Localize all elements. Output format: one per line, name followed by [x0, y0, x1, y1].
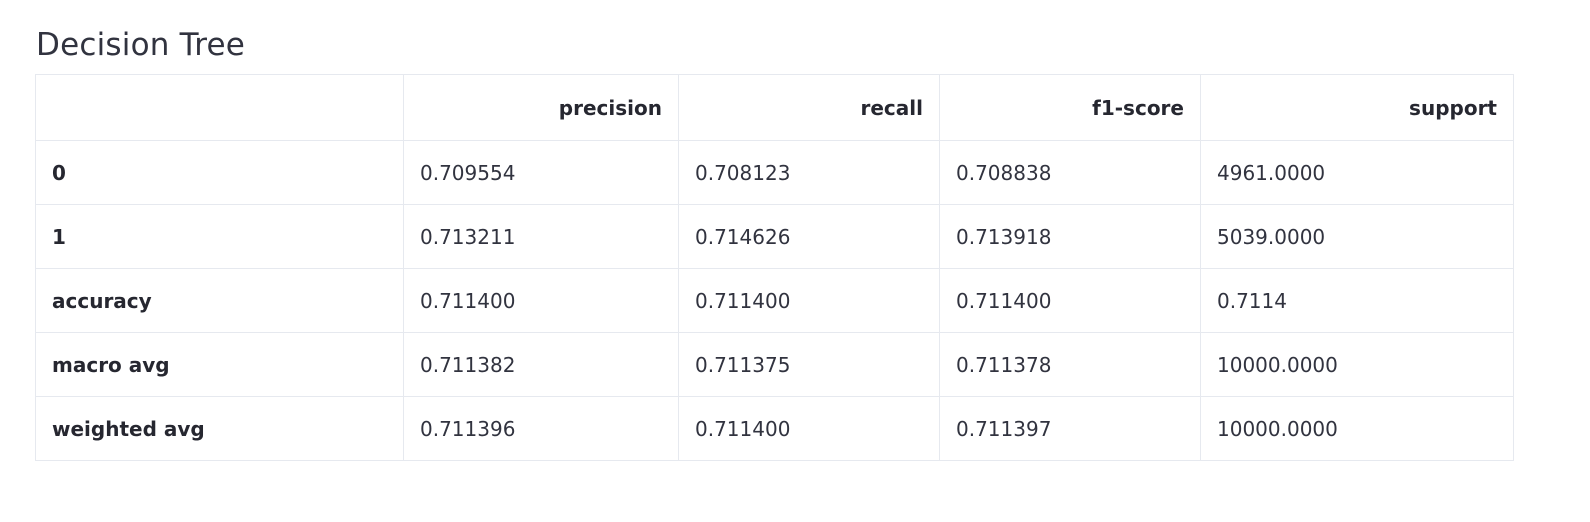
support-cell: 10000.0000 — [1200, 332, 1514, 397]
row-label: weighted avg — [35, 396, 404, 461]
recall-cell: 0.711400 — [678, 268, 940, 333]
support-cell: 10000.0000 — [1200, 396, 1514, 461]
precision-cell: 0.713211 — [403, 204, 679, 269]
precision-cell: 0.711396 — [403, 396, 679, 461]
table-row: 0 0.709554 0.708123 0.708838 4961.0000 — [35, 140, 1514, 205]
f1-score-cell: 0.708838 — [939, 140, 1201, 205]
row-label: 1 — [35, 204, 404, 269]
support-cell: 4961.0000 — [1200, 140, 1514, 205]
table-header: precision recall f1-score support — [35, 74, 1514, 141]
column-header-recall: recall — [678, 74, 940, 141]
precision-cell: 0.711382 — [403, 332, 679, 397]
table-row: weighted avg 0.711396 0.711400 0.711397 … — [35, 396, 1514, 461]
column-header-f1-score: f1-score — [939, 74, 1201, 141]
index-header-cell — [35, 74, 404, 141]
f1-score-cell: 0.711397 — [939, 396, 1201, 461]
row-label: accuracy — [35, 268, 404, 333]
precision-cell: 0.709554 — [403, 140, 679, 205]
recall-cell: 0.708123 — [678, 140, 940, 205]
page-title: Decision Tree — [36, 27, 246, 63]
recall-cell: 0.714626 — [678, 204, 940, 269]
support-cell: 5039.0000 — [1200, 204, 1514, 269]
recall-cell: 0.711375 — [678, 332, 940, 397]
table-row: 1 0.713211 0.714626 0.713918 5039.0000 — [35, 204, 1514, 269]
column-header-precision: precision — [403, 74, 679, 141]
row-label: macro avg — [35, 332, 404, 397]
classification-report-table: precision recall f1-score support 0 0.70… — [35, 74, 1514, 461]
precision-cell: 0.711400 — [403, 268, 679, 333]
support-cell: 0.7114 — [1200, 268, 1514, 333]
header-row: precision recall f1-score support — [35, 74, 1514, 141]
table-row: accuracy 0.711400 0.711400 0.711400 0.71… — [35, 268, 1514, 333]
f1-score-cell: 0.713918 — [939, 204, 1201, 269]
table-body: 0 0.709554 0.708123 0.708838 4961.0000 1… — [35, 140, 1514, 461]
column-header-support: support — [1200, 74, 1514, 141]
f1-score-cell: 0.711400 — [939, 268, 1201, 333]
table-row: macro avg 0.711382 0.711375 0.711378 100… — [35, 332, 1514, 397]
recall-cell: 0.711400 — [678, 396, 940, 461]
row-label: 0 — [35, 140, 404, 205]
f1-score-cell: 0.711378 — [939, 332, 1201, 397]
